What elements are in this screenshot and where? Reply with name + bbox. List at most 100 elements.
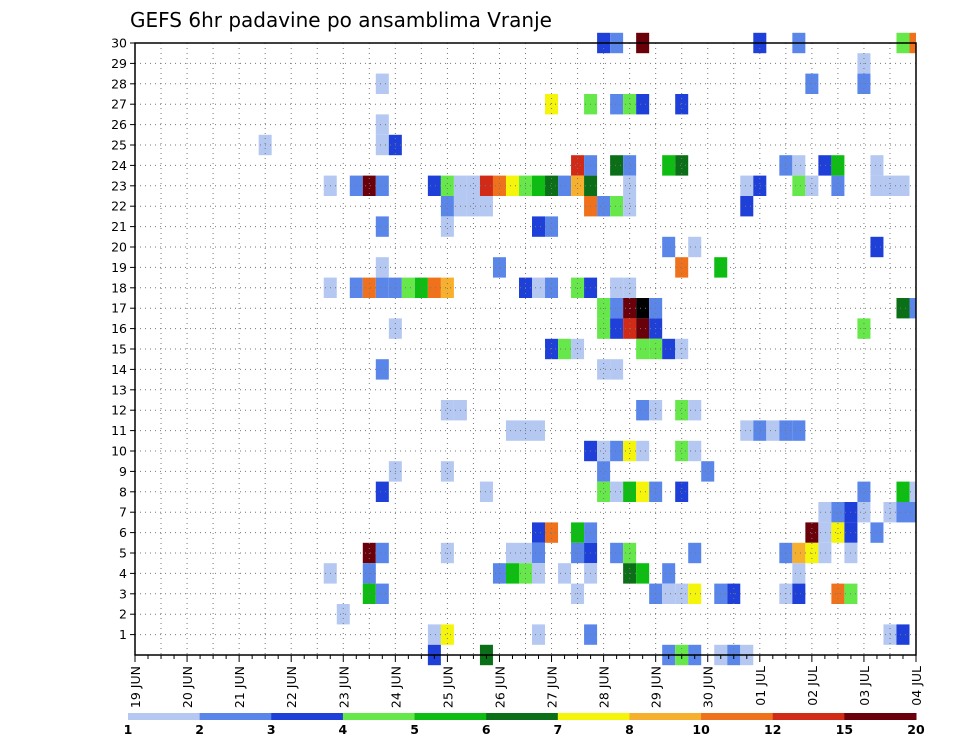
cell-member-7-1 [831,502,845,523]
legend-label: 15 [836,722,853,737]
cell-member-14-0 [375,359,389,380]
cell-member-3-10 [792,583,806,604]
y-tick-label: 27 [111,97,127,112]
x-tick-label: 28 JUN [597,666,612,708]
cell-member-18-3 [375,277,389,298]
x-tick-label: 22 JUN [284,666,299,708]
cell-member-1-4 [883,624,897,645]
y-tick-label: 19 [111,260,127,275]
cell-member-3-4 [662,583,676,604]
cell-member-23-23 [870,175,884,196]
cell-member-22-0 [440,196,454,217]
cell-member-16-4 [636,318,650,339]
legend-label: 2 [195,722,204,737]
y-tick-label: 10 [111,444,127,459]
cell-member-18-12 [571,277,585,298]
cell-member-8-10 [909,481,916,502]
cell-member-23-7 [466,175,480,196]
legend-swatch [271,713,344,720]
y-tick-label: 21 [111,219,127,234]
y-tick-label: 28 [111,76,127,91]
y-tick-label: 8 [119,484,127,499]
cell-member-21-3 [545,216,559,237]
legend-swatch [701,713,774,720]
cell-member-11-3 [740,420,754,441]
legend-swatch [486,713,559,720]
cell-member-23-10 [505,175,519,196]
cell-member-12-5 [688,400,702,421]
y-tick-label: 1 [119,627,127,642]
cell-member-17-1 [610,298,624,319]
y-tick-label: 7 [119,505,127,520]
legend-label: 10 [692,722,710,737]
cell-member-3-1 [375,583,389,604]
legend-swatch [557,713,630,720]
cell-member-18-14 [610,277,624,298]
cell-member-12-0 [440,400,454,421]
cell-member-18-8 [440,277,454,298]
cell-member-19-1 [492,257,506,278]
grid-layer [135,43,916,655]
cell-member-8-5 [636,481,650,502]
legend-label: 20 [907,722,925,737]
cell-member-21-0 [375,216,389,237]
cell-member-17-3 [636,298,650,319]
y-tick-label: 20 [111,240,127,255]
cell-member-1-2 [532,624,546,645]
cell-member-15-5 [662,338,676,360]
cell-member-9-1 [440,461,454,482]
cell-member-1-5 [896,624,910,645]
cell-member-7-3 [857,502,871,523]
legend-swatch [199,713,272,720]
cell-member-24-3 [623,155,637,176]
cell-member-6-1 [545,522,559,543]
cell-member-23-19 [753,175,767,196]
cell-member-10-6 [688,440,702,462]
cell-member-28-0 [375,73,389,94]
cell-member-8-8 [857,481,871,502]
cell-member-4-5 [532,563,546,584]
legend-label: 3 [267,722,276,737]
x-tick-label: 19 JUN [128,666,143,708]
y-tick-label: 13 [111,382,127,397]
y-tick-label: 22 [111,199,127,214]
cell-member-10-2 [610,440,624,462]
cell-member-23-8 [479,175,493,196]
cell-member-5-8 [610,542,624,564]
y-tick-label: 18 [111,280,127,295]
cell-member-23-5 [440,175,454,196]
cell-member-12-2 [636,400,650,421]
x-tick-label: 01 JUL [753,666,768,706]
cell-member-19-2 [675,257,689,278]
cell-member-23-2 [362,175,376,196]
cell-member-7-5 [896,502,910,523]
cell-member-11-2 [532,420,546,441]
legend-label: 4 [339,722,348,737]
y-tick-label: 16 [111,321,127,336]
cell-member-23-3 [375,175,389,196]
cell-member-10-5 [675,440,689,462]
y-tick-label: 6 [119,525,127,540]
cell-member-4-3 [505,563,519,584]
cell-member-3-6 [688,583,702,604]
x-tick-label: 30 JUN [701,666,716,708]
legend-label: 6 [482,722,491,737]
cell-member-27-5 [675,94,689,115]
y-tick-label: 14 [111,362,127,377]
cell-member-11-5 [766,420,780,441]
y-tick-label: 24 [111,158,127,173]
x-tick-label: 27 JUN [545,666,560,708]
cell-member-4-10 [662,563,676,584]
legend-swatch [414,713,487,720]
cell-member-23-17 [623,175,637,196]
y-tick-label: 11 [111,423,127,438]
cell-member-22-7 [623,196,637,217]
cell-member-22-3 [479,196,493,217]
cell-member-27-2 [610,94,624,115]
cell-member-18-15 [623,277,637,298]
cell-member-9-3 [701,461,715,482]
cell-member-23-24 [883,175,897,196]
cell-member-7-6 [909,502,916,523]
cell-member-23-25 [896,175,910,196]
